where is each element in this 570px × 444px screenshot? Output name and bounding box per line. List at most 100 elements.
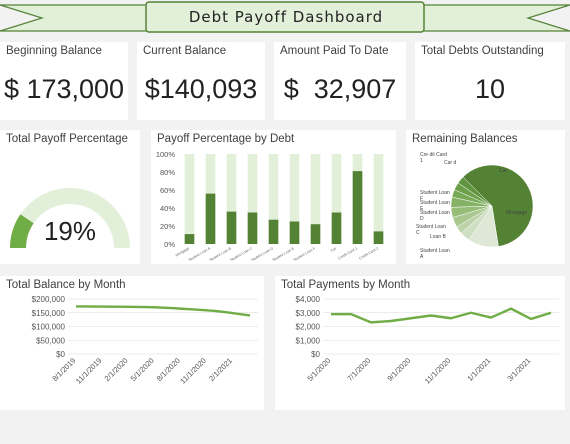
bar-remaining: [184, 154, 195, 235]
kpi-label: Beginning Balance: [6, 45, 102, 57]
bar-remaining: [352, 154, 363, 172]
bar-paid: [205, 193, 216, 244]
payments-line-chart: $0 $1,000 $2,000 $3,000 $4,000 5/1/2020 7/1/20…: [296, 295, 559, 386]
payoff-chart-title: Payoff Percentage by Debt: [157, 133, 295, 145]
balance-line-chart: $0$50,000$100,000$150,000$200,0008/1/201…: [32, 295, 258, 386]
x-tick-label: Credit Card 1: [337, 246, 358, 260]
line-series: [75, 305, 251, 317]
x-tick-label: 1/1/2021: [465, 356, 492, 383]
x-tick-label: Student Loan A: [188, 246, 212, 262]
bar-remaining: [268, 154, 279, 220]
payments-chart-title: Total Payments by Month: [281, 279, 411, 291]
gauge-card: Total Payoff Percentage 19%: [0, 130, 140, 264]
kpi-label: Total Debts Outstanding: [421, 45, 544, 57]
x-tick-label: Student Loan F: [293, 246, 317, 262]
x-tick-label: Student Loan E: [272, 246, 296, 262]
y-tick-label: $0: [56, 350, 65, 359]
kpi-card-beginning-balance: Beginning Balance $ 173,000: [0, 42, 128, 120]
pie-label: Student Loan D: [420, 210, 450, 222]
kpi-card-amount-paid: Amount Paid To Date $ 32,907: [274, 42, 406, 120]
bar-paid: [373, 231, 384, 244]
y-tick-label: 20%: [160, 222, 175, 231]
x-tick-label: 11/1/2020: [423, 356, 453, 386]
dashboard-title: Debt Payoff Dashboard: [188, 8, 384, 26]
y-tick-label: $150,000: [32, 309, 66, 318]
bar-paid: [352, 171, 363, 244]
remaining-pie-chart: Mortgage Car Cre dit Card 1 Car d Student Loa…: [416, 152, 534, 260]
gauge-value: 19%: [43, 216, 97, 246]
y-tick-label: $50,000: [36, 336, 65, 345]
bar-paid: [184, 234, 195, 244]
kpi-card-total-debts: Total Debts Outstanding 10: [415, 42, 565, 120]
x-tick-label: 5/1/2020: [129, 356, 156, 383]
pie-label: Cre dit Card 1: [420, 152, 447, 164]
y-tick-label: 40%: [160, 204, 175, 213]
bar-paid: [268, 219, 279, 244]
x-tick-label: 9/1/2020: [385, 356, 412, 383]
remaining-chart-title: Remaining Balances: [412, 133, 518, 145]
banner-left-ribbon: [0, 4, 151, 32]
pie-label: Car: [499, 168, 507, 174]
bar-remaining: [289, 154, 300, 222]
bar-remaining: [226, 154, 237, 212]
y-tick-label: 60%: [160, 186, 175, 195]
remaining-balances-card: Remaining Balances Mortgage Car Cre dit Ca…: [406, 130, 565, 264]
total-balance-card: Total Balance by Month $0 $50,000 $100,000…: [0, 276, 264, 410]
gauge-title: Total Payoff Percentage: [6, 133, 128, 145]
kpi-value: 10: [474, 74, 506, 104]
balance-chart-title: Total Balance by Month: [6, 279, 126, 291]
y-tick-label: $4,000: [296, 295, 321, 304]
kpi-value: $140,093: [144, 74, 258, 104]
x-tick-label: Car: [330, 246, 338, 253]
x-tick-label: Student Loan D: [250, 246, 274, 262]
payoff-by-debt-card: Payoff Percentage by Debt 0% 20% 40% 60% 80%…: [151, 130, 396, 264]
bar-paid: [247, 212, 258, 244]
y-tick-label: $2,000: [296, 323, 321, 332]
x-tick-label: 11/1/2020: [178, 356, 208, 386]
bar-remaining: [373, 154, 384, 232]
bar-paid: [310, 224, 321, 244]
x-tick-label: 2/1/2021: [207, 356, 234, 383]
y-tick-label: 0%: [164, 240, 175, 249]
kpi-value: $ 32,907: [283, 74, 397, 104]
bar-paid: [289, 221, 300, 244]
bar-remaining: [310, 154, 321, 225]
banner-right-ribbon: [419, 4, 570, 32]
x-tick-label: 7/1/2020: [345, 356, 372, 383]
kpi-label: Current Balance: [143, 45, 227, 57]
x-tick-label: Credit Card 2: [358, 246, 379, 260]
bar-remaining: [331, 154, 342, 213]
pie-label: Student Loan C: [416, 224, 446, 236]
pie-slice: [457, 176, 493, 207]
x-tick-label: 11/1/2019: [74, 356, 104, 386]
line-series: [331, 307, 552, 324]
y-tick-label: 100%: [156, 150, 176, 159]
bar-paid: [226, 211, 237, 244]
gauge-chart: [10, 188, 130, 248]
kpi-value: $ 173,000: [3, 74, 125, 104]
y-tick-label: $100,000: [32, 323, 66, 332]
pie-label: Student Loan A: [420, 248, 450, 260]
title-banner: [0, 1, 570, 33]
x-tick-label: 2/1/2020: [103, 356, 130, 383]
y-tick-label: $3,000: [296, 309, 321, 318]
x-tick-label: 5/1/2020: [305, 356, 332, 383]
pie-label: Loan B: [430, 234, 447, 240]
bar-remaining: [205, 154, 216, 194]
y-tick-label: $200,000: [32, 295, 66, 304]
y-tick-label: $0: [311, 350, 320, 359]
pie-label: Mortgage: [506, 210, 527, 216]
total-payments-card: Total Payments by Month $0 $1,000 $2,000 $3…: [275, 276, 565, 410]
pie-label: Student Loan F: [420, 190, 450, 202]
pie-label: Student Loan E: [420, 200, 450, 212]
bar-paid: [331, 212, 342, 244]
y-tick-label: 80%: [160, 168, 175, 177]
gauge-fill: [10, 214, 34, 248]
x-tick-label: 3/1/2021: [505, 356, 532, 383]
pie-slice: [462, 164, 534, 247]
y-tick-label: $1,000: [296, 336, 321, 345]
kpi-card-current-balance: Current Balance $140,093: [137, 42, 265, 120]
banner-center: [145, 1, 425, 33]
kpi-label: Amount Paid To Date: [280, 45, 389, 57]
